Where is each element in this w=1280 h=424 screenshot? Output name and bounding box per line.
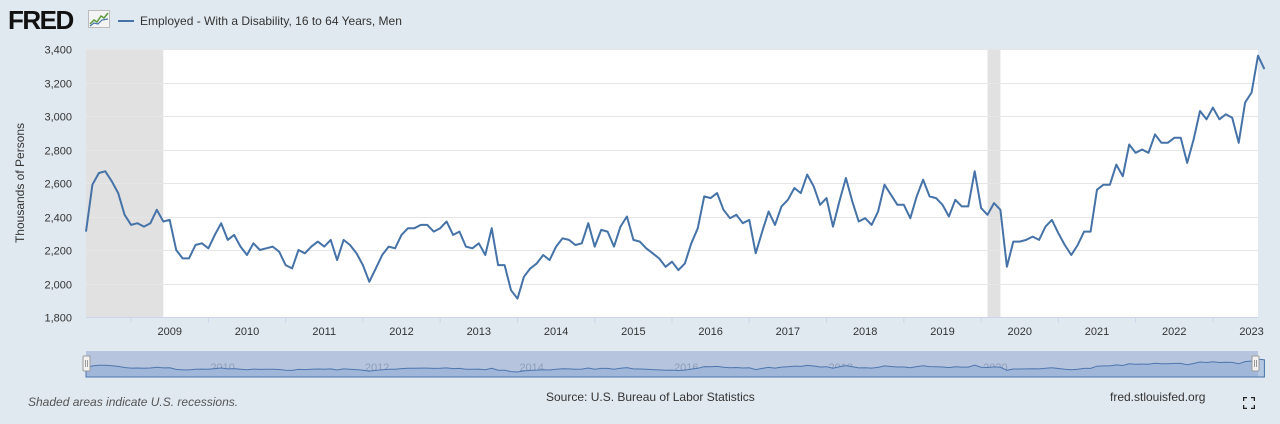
x-tick-label-2: 2011 <box>312 326 336 338</box>
x-tick-label-3: 2012 <box>389 326 413 338</box>
y-tick-label-7: 3,200 <box>44 79 72 91</box>
x-tick-label-10: 2019 <box>930 326 954 338</box>
x-axis-labels: 2009 2010 2011 2012 2013 2014 2015 2016 2017 2018… <box>157 326 1263 338</box>
chart-legend[interactable]: Employed - With a Disability, 16 to 64 Y… <box>118 13 402 29</box>
navigator-right-handle[interactable] <box>1251 355 1260 372</box>
navigator-left-handle[interactable] <box>82 355 91 372</box>
y-tick-label-5: 2,800 <box>44 146 72 158</box>
x-tick-label-11: 2020 <box>1007 326 1031 338</box>
y-tick-label-1: 2,000 <box>44 280 72 292</box>
y-tick-label-2: 2,200 <box>44 246 72 258</box>
x-tick-label-4: 2013 <box>467 326 491 338</box>
y-tick-label-3: 2,400 <box>44 213 72 225</box>
x-tick-label-7: 2016 <box>698 326 722 338</box>
y-axis-title: Thousands of Persons <box>13 123 27 243</box>
chart-header: FRED Employed - With a Disability, 16 to… <box>0 0 1280 44</box>
series-line[interactable] <box>85 54 1266 300</box>
source-credit: Source: U.S. Bureau of Labor Statistics <box>546 390 755 404</box>
x-tick-label-14: 2023 <box>1239 326 1263 338</box>
y-tick-label-6: 3,000 <box>44 112 72 124</box>
y-tick-label-4: 2,600 <box>44 179 72 191</box>
y-tick-label-8: 3,400 <box>44 45 72 57</box>
y-axis-labels: 1,800 2,000 2,200 2,400 2,600 2,800 3,000 3,200… <box>44 45 72 325</box>
x-tick-label-12: 2021 <box>1085 326 1109 338</box>
y-tick-label-0: 1,800 <box>44 313 72 325</box>
x-tick-label-5: 2014 <box>544 326 568 338</box>
fred-logo[interactable]: FRED <box>8 5 74 35</box>
navigator-area <box>85 358 1265 378</box>
recession-note: Shaded areas indicate U.S. recessions. <box>28 395 239 409</box>
x-tick-label-13: 2022 <box>1162 326 1186 338</box>
legend-label: Employed - With a Disability, 16 to 64 Y… <box>140 14 402 28</box>
x-tick-label-6: 2015 <box>621 326 645 338</box>
fullscreen-icon[interactable] <box>1243 397 1255 409</box>
x-tick-label-0: 2009 <box>157 326 181 338</box>
x-tick-label-1: 2010 <box>235 326 259 338</box>
x-tick-label-8: 2017 <box>776 326 800 338</box>
legend-swatch <box>118 20 134 22</box>
site-link[interactable]: fred.stlouisfed.org <box>1110 390 1206 404</box>
fred-graph-icon <box>88 10 110 28</box>
x-tick-label-9: 2018 <box>853 326 877 338</box>
navigator-selection <box>86 351 1258 377</box>
navigator[interactable]: 2010201220142016201820202022 <box>82 351 1265 378</box>
